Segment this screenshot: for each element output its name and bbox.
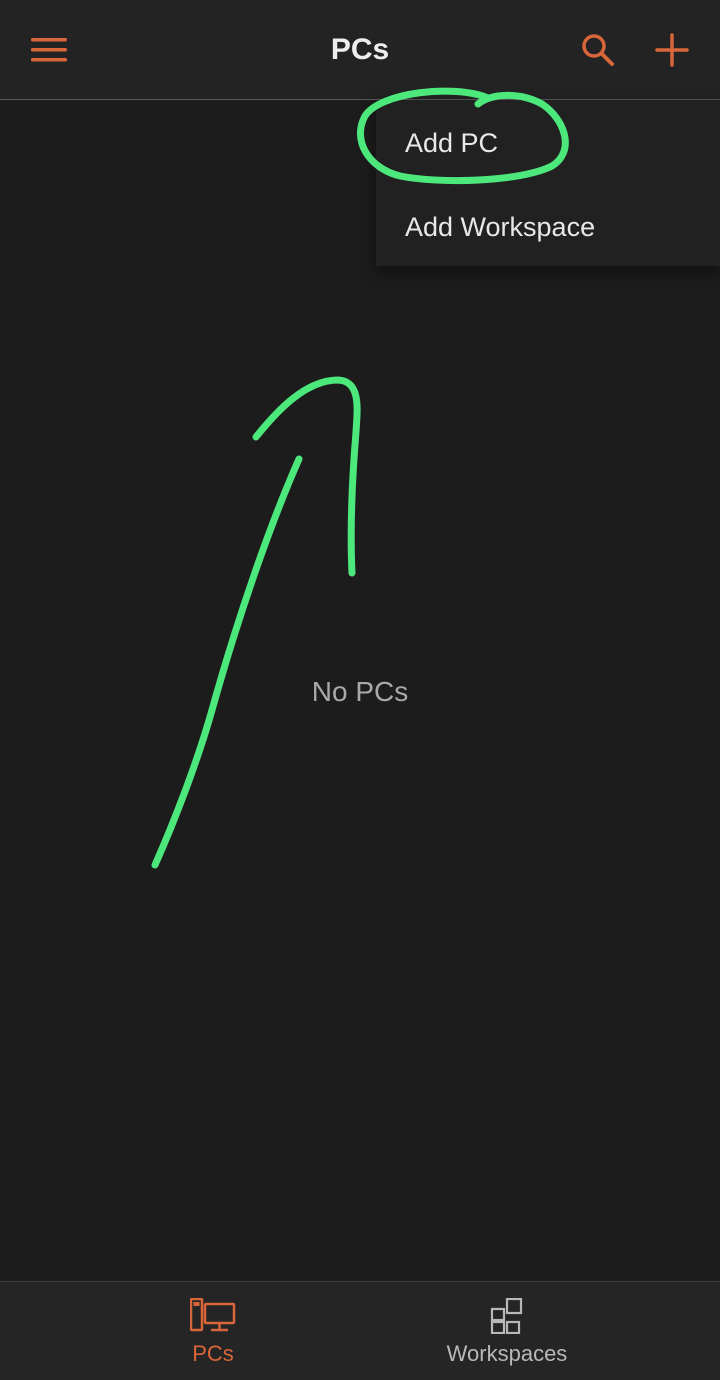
hamburger-menu-icon — [31, 38, 67, 62]
empty-state-message: No PCs — [311, 676, 409, 707]
search-button[interactable] — [566, 22, 630, 78]
add-dropdown-menu: Add PC Add Workspace — [376, 100, 720, 266]
menu-item-add-pc[interactable]: Add PC — [376, 102, 720, 184]
bottom-navigation: PCs Workspaces — [0, 1281, 720, 1380]
workspaces-grid-icon — [490, 1298, 523, 1334]
add-button[interactable] — [640, 22, 704, 78]
tab-workspaces[interactable]: Workspaces — [404, 1282, 610, 1380]
menu-item-add-workspace[interactable]: Add Workspace — [376, 186, 720, 268]
tab-pcs[interactable]: PCs — [110, 1282, 316, 1380]
top-app-bar: PCs — [0, 0, 720, 100]
plus-icon — [655, 33, 689, 67]
menu-item-add-workspace-label: Add Workspace — [405, 211, 596, 242]
tab-pcs-label: PCs — [192, 1341, 234, 1366]
pc-monitor-icon — [190, 1298, 236, 1332]
tab-workspaces-label: Workspaces — [446, 1341, 568, 1366]
menu-item-add-pc-label: Add PC — [405, 127, 499, 158]
page-title: PCs — [330, 33, 390, 66]
annotation-arrow-shaft — [151, 455, 303, 869]
annotation-arrow-head — [252, 376, 361, 577]
menu-button[interactable] — [14, 22, 84, 78]
search-icon — [582, 34, 614, 66]
